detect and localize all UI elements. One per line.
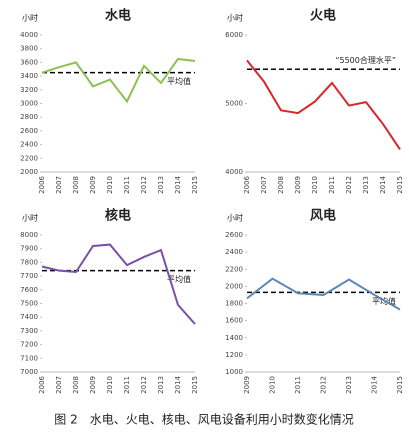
x-tick-label: 2010 — [106, 176, 114, 194]
x-tick-label: 2012 — [345, 176, 353, 194]
y-tick-label: 7900 — [20, 245, 38, 253]
y-tick-label: 3400 — [20, 72, 38, 80]
x-tick-label: 2006 — [38, 175, 46, 193]
y-tick-label: 2600 — [225, 231, 243, 239]
reference-label: 平均值 — [167, 274, 191, 284]
y-tick-label: 3200 — [20, 86, 38, 94]
y-axis-label: 小时 — [22, 13, 38, 23]
x-tick-label: 2007 — [55, 176, 63, 194]
y-tick-label: 2000 — [20, 168, 38, 176]
x-tick-label: 2013 — [157, 376, 165, 394]
chart-title: 火电 — [310, 8, 336, 24]
y-tick-label: 7700 — [20, 272, 38, 280]
chart-title: 风电 — [310, 208, 336, 224]
x-tick-label: 2006 — [38, 375, 46, 393]
x-tick-label: 2012 — [140, 176, 148, 194]
x-tick-label: 2007 — [55, 376, 63, 394]
x-tick-label: 2010 — [311, 176, 319, 194]
x-tick-label: 2008 — [72, 176, 80, 194]
y-tick-label: 7800 — [20, 258, 38, 266]
chart-title: 核电 — [105, 208, 131, 224]
y-tick-label: 4000 — [20, 31, 38, 39]
x-tick-label: 2015 — [396, 176, 404, 194]
y-tick-label: 2200 — [225, 265, 243, 273]
x-tick-label: 2009 — [294, 176, 302, 194]
reference-label: “5500合理水平” — [335, 55, 396, 65]
x-tick-label: 2014 — [379, 175, 387, 193]
x-tick-label: 2009 — [89, 376, 97, 394]
y-tick-label: 5000 — [225, 100, 243, 108]
data-line — [41, 243, 196, 325]
y-tick-label: 2200 — [20, 154, 38, 162]
x-tick-label: 2011 — [123, 176, 131, 194]
y-tick-label: 6000 — [225, 31, 243, 39]
x-tick-label: 2010 — [269, 376, 277, 394]
x-tick-label: 2011 — [328, 176, 336, 194]
x-tick-label: 2007 — [260, 176, 268, 194]
y-tick-label: 7600 — [20, 286, 38, 294]
y-tick-label: 1600 — [225, 317, 243, 325]
y-tick-label: 2400 — [20, 141, 38, 149]
y-tick-label: 2000 — [225, 282, 243, 290]
y-axis-label: 小时 — [22, 213, 38, 223]
x-tick-label: 2006 — [243, 175, 251, 193]
y-tick-label: 7500 — [20, 300, 38, 308]
y-tick-label: 7000 — [20, 368, 38, 376]
y-tick-label: 1200 — [225, 351, 243, 359]
chart-title: 水电 — [105, 8, 131, 24]
y-tick-label: 7300 — [20, 327, 38, 335]
y-axis-label: 小时 — [227, 213, 243, 223]
y-tick-label: 7400 — [20, 313, 38, 321]
y-tick-label: 3000 — [20, 100, 38, 108]
y-tick-label: 7100 — [20, 354, 38, 362]
x-tick-label: 2014 — [371, 375, 379, 393]
x-tick-label: 2013 — [345, 376, 353, 394]
y-tick-label: 3600 — [20, 58, 38, 66]
x-tick-label: 2015 — [191, 176, 199, 194]
y-tick-label: 1000 — [225, 368, 243, 376]
x-tick-label: 2012 — [140, 376, 148, 394]
data-line — [246, 59, 401, 150]
y-tick-label: 3800 — [20, 45, 38, 53]
data-line — [246, 277, 401, 311]
x-tick-label: 2012 — [320, 376, 328, 394]
y-tick-label: 2400 — [225, 248, 243, 256]
y-tick-label: 1400 — [225, 334, 243, 342]
x-tick-label: 2015 — [396, 376, 404, 394]
y-tick-label: 1800 — [225, 300, 243, 308]
x-tick-label: 2008 — [72, 376, 80, 394]
x-tick-label: 2011 — [123, 376, 131, 394]
y-tick-label: 7200 — [20, 341, 38, 349]
y-axis-label: 小时 — [227, 13, 243, 23]
y-tick-label: 4000 — [225, 168, 243, 176]
x-tick-label: 2009 — [89, 176, 97, 194]
reference-label: 平均值 — [167, 76, 191, 86]
x-tick-label: 2009 — [243, 376, 251, 394]
x-tick-label: 2010 — [106, 376, 114, 394]
x-tick-label: 2008 — [277, 176, 285, 194]
caption: 图 2 水电、火电、核电、风电设备利用小时数变化情况 — [54, 412, 353, 427]
x-tick-label: 2014 — [174, 375, 182, 393]
y-tick-label: 2600 — [20, 127, 38, 135]
x-tick-label: 2011 — [294, 376, 302, 394]
x-tick-label: 2013 — [362, 176, 370, 194]
x-tick-label: 2015 — [191, 376, 199, 394]
x-tick-label: 2014 — [174, 175, 182, 193]
y-tick-label: 2800 — [20, 113, 38, 121]
x-tick-label: 2013 — [157, 176, 165, 194]
data-line — [41, 57, 196, 104]
y-tick-label: 8000 — [20, 231, 38, 239]
